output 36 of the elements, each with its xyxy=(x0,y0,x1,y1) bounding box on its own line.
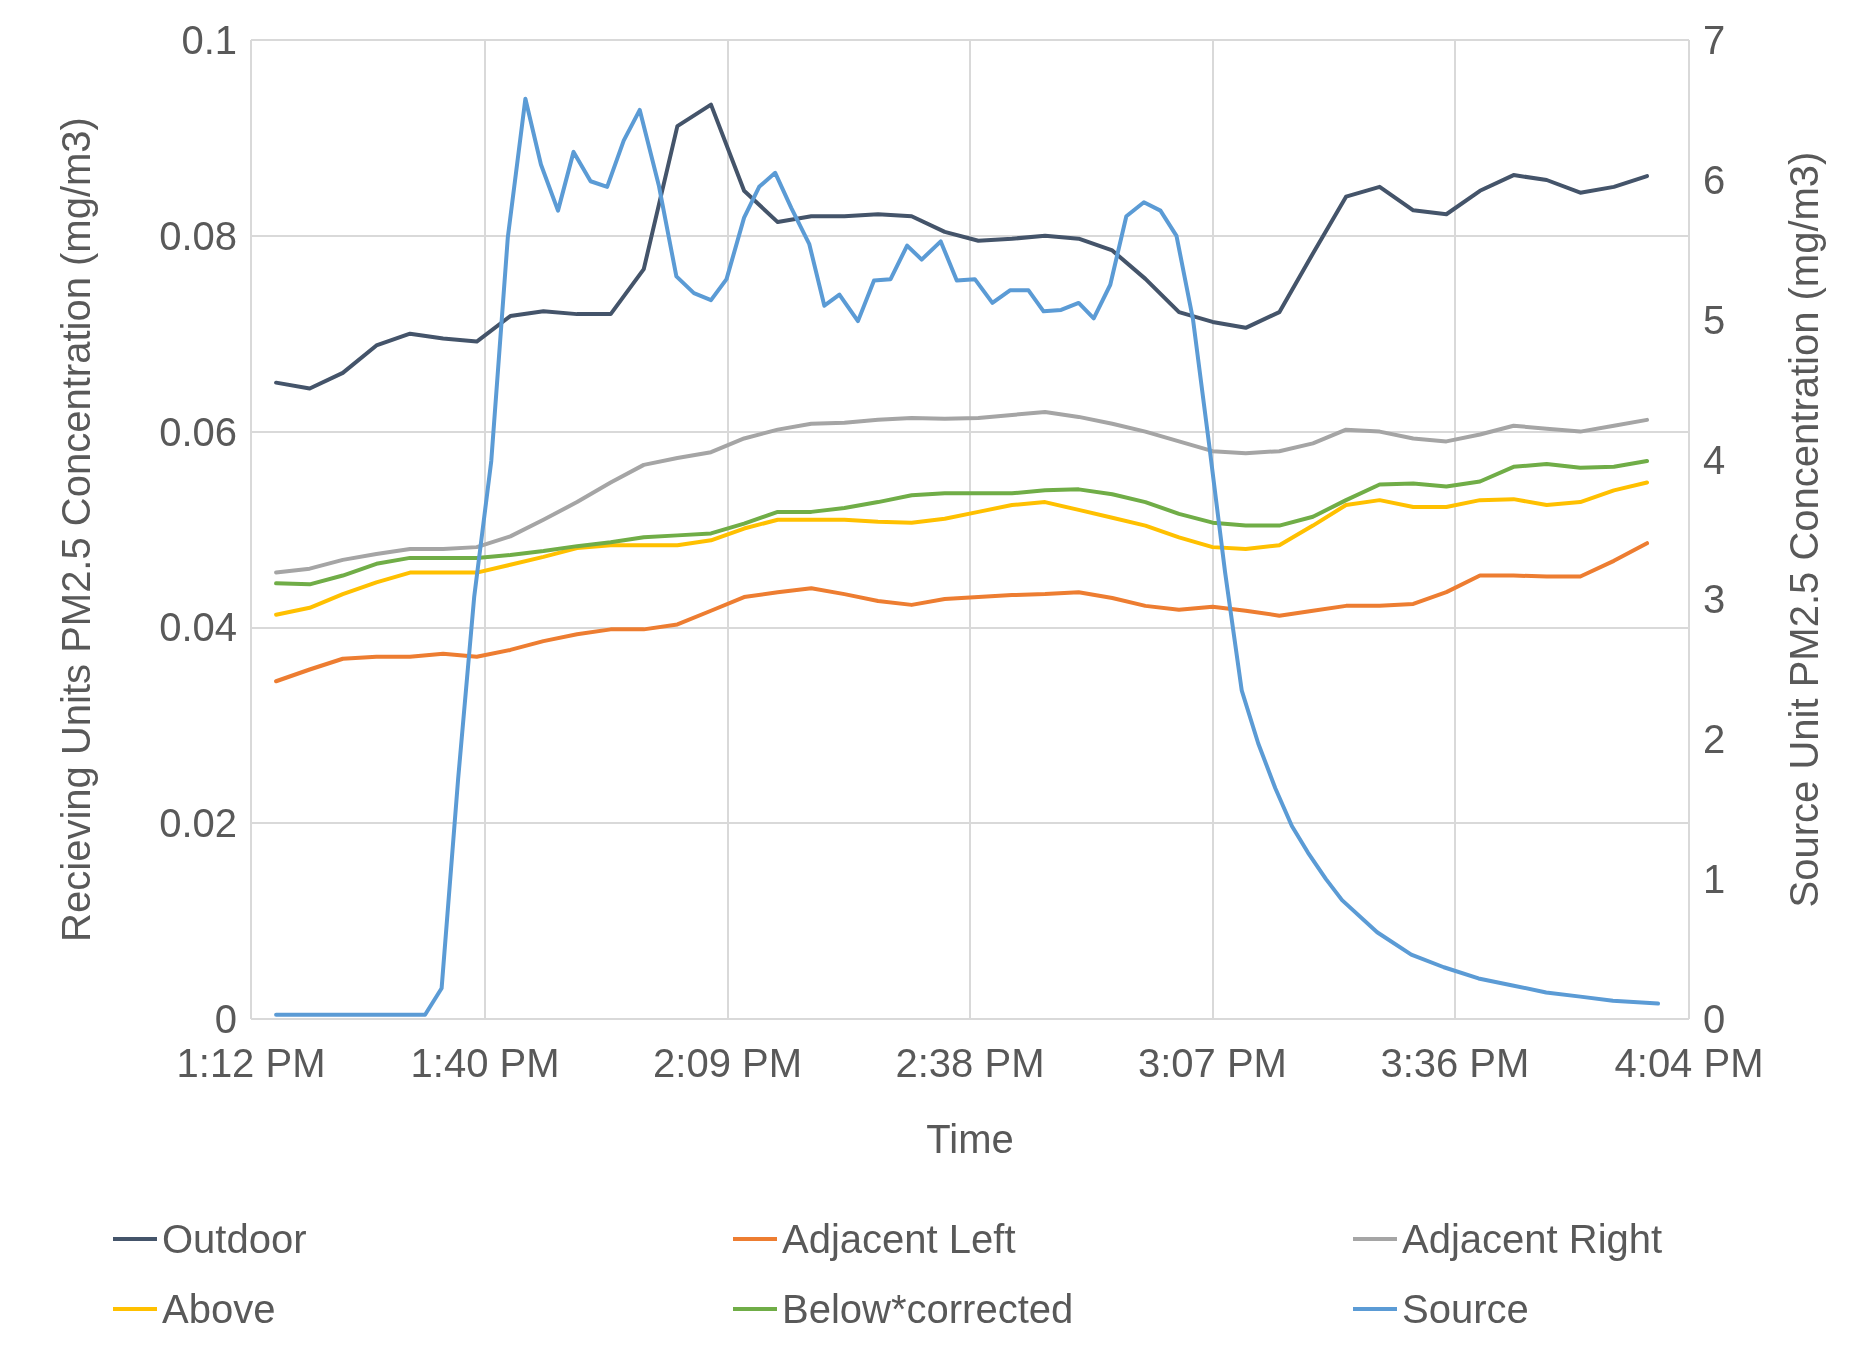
legend-label: Below*corrected xyxy=(782,1287,1074,1331)
y2-tick-label: 3 xyxy=(1703,577,1726,622)
line-series xyxy=(274,480,1650,617)
y2-tick-label: 7 xyxy=(1703,18,1726,62)
x-tick-label: 3:07 PM xyxy=(1137,1041,1287,1085)
legend-label: Outdoor xyxy=(162,1217,307,1261)
y2-tick-label: 0 xyxy=(1703,997,1726,1041)
line-series xyxy=(274,410,1650,575)
x-tick-label: 1:40 PM xyxy=(410,1041,560,1085)
y-tick-label: 0.04 xyxy=(159,605,237,650)
legend-label: Adjacent Left xyxy=(782,1217,1016,1261)
y-axis-title: Recieving Units PM2.5 Concentration (mg/m3) xyxy=(54,117,98,942)
x-axis-title: Time xyxy=(926,1117,1014,1161)
legend-label: Adjacent Right xyxy=(1402,1217,1663,1261)
y-tick-label: 0.1 xyxy=(181,18,237,62)
y2-tick-label: 5 xyxy=(1703,297,1726,342)
y-tick-label: 0.02 xyxy=(159,801,237,846)
x-tick-label: 2:09 PM xyxy=(653,1041,803,1085)
y2-tick-label: 1 xyxy=(1703,857,1726,902)
line-series xyxy=(274,102,1650,391)
x-tick-label: 1:12 PM xyxy=(176,1041,326,1085)
line-series xyxy=(274,458,1650,587)
legend-label: Above xyxy=(162,1287,276,1331)
legend-label: Source xyxy=(1402,1287,1529,1331)
y2-tick-label: 6 xyxy=(1703,157,1726,202)
x-tick-label: 3:36 PM xyxy=(1380,1041,1530,1085)
x-tick-label: 4:04 PM xyxy=(1614,1041,1764,1085)
line-series xyxy=(274,541,1650,684)
y-tick-label: 0.06 xyxy=(159,409,237,454)
y-tick-label: 0 xyxy=(214,997,237,1041)
y2-axis-title: Source Unit PM2.5 Concentration (mg/m3) xyxy=(1782,151,1826,908)
line-series xyxy=(274,96,1661,1017)
x-tick-label: 2:38 PM xyxy=(895,1041,1045,1085)
y2-tick-label: 4 xyxy=(1703,437,1726,482)
y-tick-label: 0.08 xyxy=(159,213,237,258)
y2-tick-label: 2 xyxy=(1703,717,1726,762)
